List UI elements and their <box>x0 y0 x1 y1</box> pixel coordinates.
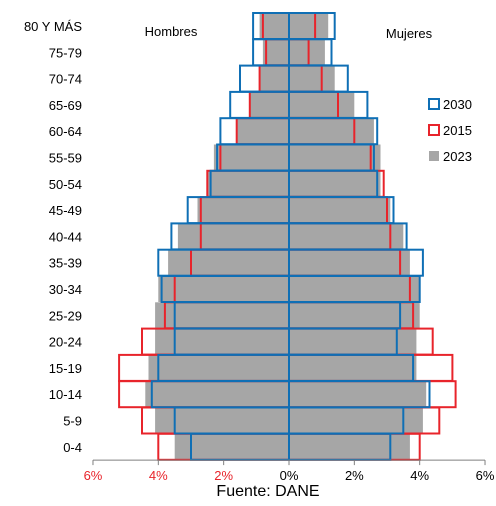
age-label-10-14: 10-14 <box>49 387 82 402</box>
mujeres-label: Mujeres <box>386 26 433 41</box>
bar-mujeres-2023-20-24 <box>289 328 417 355</box>
age-label-20-24: 20-24 <box>49 335 82 350</box>
age-label-25-29: 25-29 <box>49 308 82 323</box>
bar-hombres-2023-80-y-m-s <box>259 13 289 39</box>
x-tick-label: 4% <box>149 468 168 483</box>
bar-hombres-2023-50-54 <box>207 170 289 197</box>
bar-mujeres-2023-5-9 <box>289 407 423 434</box>
legend-swatch-2023 <box>429 151 439 161</box>
x-tick-label: 6% <box>84 468 103 483</box>
bar-mujeres-2023-70-74 <box>289 65 335 92</box>
bar-hombres-2023-60-64 <box>236 118 289 145</box>
age-label-15-19: 15-19 <box>49 361 82 376</box>
bar-mujeres-2023-45-49 <box>289 197 391 224</box>
bar-hombres-2023-35-39 <box>168 249 289 276</box>
age-group-labels: 80 Y MÁS 75-79 70-74 65-69 60-64 55-59 50-54 45… <box>24 19 82 455</box>
bar-mujeres-2023-35-39 <box>289 249 410 276</box>
age-label-40-44: 40-44 <box>49 229 82 244</box>
age-label-45-49: 45-49 <box>49 203 82 218</box>
source-label: Fuente: DANE <box>216 483 319 500</box>
bar-hombres-2023-45-49 <box>197 197 289 224</box>
bar-mujeres-2023-40-44 <box>289 223 404 250</box>
legend: 2030 2015 2023 <box>428 97 472 164</box>
bar-mujeres-2023-0-4 <box>289 433 410 460</box>
age-label-35-39: 35-39 <box>49 256 82 271</box>
age-label-55-59: 55-59 <box>49 151 82 166</box>
legend-swatch-2030 <box>428 98 440 110</box>
bar-hombres-2023-75-79 <box>262 39 289 66</box>
bar-mujeres-2023-50-54 <box>289 170 381 197</box>
legend-label-2023: 2023 <box>443 149 472 164</box>
bar-mujeres-2023-10-14 <box>289 381 427 408</box>
age-label-5-9: 5-9 <box>63 414 82 429</box>
age-label-0-4: 0-4 <box>63 440 82 455</box>
x-tick-label: 0% <box>280 468 299 483</box>
bar-hombres-2023-30-34 <box>158 276 289 302</box>
bar-hombres-2023-40-44 <box>177 223 289 250</box>
bar-mujeres-2023-75-79 <box>289 39 325 66</box>
bar-mujeres-2023-65-69 <box>289 91 355 118</box>
axes <box>92 13 486 466</box>
age-label-80-y-m-s: 80 Y MÁS <box>24 19 82 34</box>
bar-mujeres-2023-15-19 <box>289 354 417 381</box>
bar-mujeres-2023-55-59 <box>289 144 381 171</box>
x-tick-label: 6% <box>476 468 495 483</box>
x-tick-label: 4% <box>410 468 429 483</box>
bar-mujeres-2023-25-29 <box>289 302 420 329</box>
age-label-70-74: 70-74 <box>49 72 82 87</box>
bar-mujeres-2023-80-y-m-s <box>289 13 329 39</box>
legend-label-2015: 2015 <box>443 123 472 138</box>
age-label-65-69: 65-69 <box>49 98 82 113</box>
hombres-label: Hombres <box>145 24 198 39</box>
bar-hombres-2023-65-69 <box>249 91 289 118</box>
age-label-30-34: 30-34 <box>49 282 82 297</box>
age-label-60-64: 60-64 <box>49 124 82 139</box>
series-2023-bars <box>145 13 427 460</box>
bar-hombres-2023-20-24 <box>155 328 289 355</box>
age-label-75-79: 75-79 <box>49 45 82 60</box>
bar-hombres-2023-10-14 <box>145 381 289 408</box>
x-tick-label: 2% <box>214 468 233 483</box>
bar-hombres-2023-70-74 <box>259 65 289 92</box>
bar-hombres-2023-0-4 <box>174 433 289 460</box>
bar-hombres-2023-55-59 <box>213 144 289 171</box>
bar-mujeres-2023-60-64 <box>289 118 374 145</box>
bar-mujeres-2023-30-34 <box>289 276 420 302</box>
age-label-50-54: 50-54 <box>49 177 82 192</box>
legend-label-2030: 2030 <box>443 97 472 112</box>
legend-swatch-2015 <box>428 124 440 136</box>
x-tick-labels: 6% 4% 2% 0% 2% 4% 6% <box>84 468 495 483</box>
bar-hombres-2023-5-9 <box>155 407 289 434</box>
bar-hombres-2023-15-19 <box>148 354 289 381</box>
bar-hombres-2023-25-29 <box>155 302 289 329</box>
x-tick-label: 2% <box>345 468 364 483</box>
